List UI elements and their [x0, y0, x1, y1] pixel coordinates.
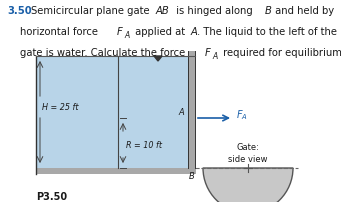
Text: F: F	[117, 27, 123, 37]
Text: Semicircular plane gate: Semicircular plane gate	[31, 6, 153, 16]
Text: H = 25 ft: H = 25 ft	[42, 102, 78, 112]
Text: A: A	[125, 31, 130, 40]
Text: applied at: applied at	[132, 27, 189, 37]
Text: Gate:: Gate:	[237, 143, 260, 152]
Text: A: A	[191, 27, 197, 37]
Bar	[36, 168, 196, 174]
Text: F: F	[205, 48, 210, 58]
Text: 3.50: 3.50	[8, 6, 32, 16]
Text: A: A	[178, 108, 184, 117]
Text: horizontal force: horizontal force	[20, 27, 101, 37]
Text: $F_A$: $F_A$	[236, 108, 248, 122]
Text: side view: side view	[228, 155, 268, 163]
Bar	[188, 51, 195, 169]
Text: R = 10 ft: R = 10 ft	[126, 141, 162, 150]
Text: AB: AB	[156, 6, 169, 16]
Text: gate is water. Calculate the force: gate is water. Calculate the force	[20, 48, 188, 58]
Text: required for equilibrium.: required for equilibrium.	[220, 48, 341, 58]
Bar	[36, 56, 188, 168]
Text: and held by: and held by	[272, 6, 334, 16]
Polygon shape	[154, 56, 162, 61]
Text: A: A	[212, 52, 217, 61]
Wedge shape	[203, 168, 293, 202]
Text: B: B	[265, 6, 271, 16]
Text: is hinged along: is hinged along	[173, 6, 256, 16]
Text: B: B	[189, 172, 195, 181]
Text: . The liquid to the left of the: . The liquid to the left of the	[197, 27, 338, 37]
Text: P3.50: P3.50	[36, 192, 67, 202]
